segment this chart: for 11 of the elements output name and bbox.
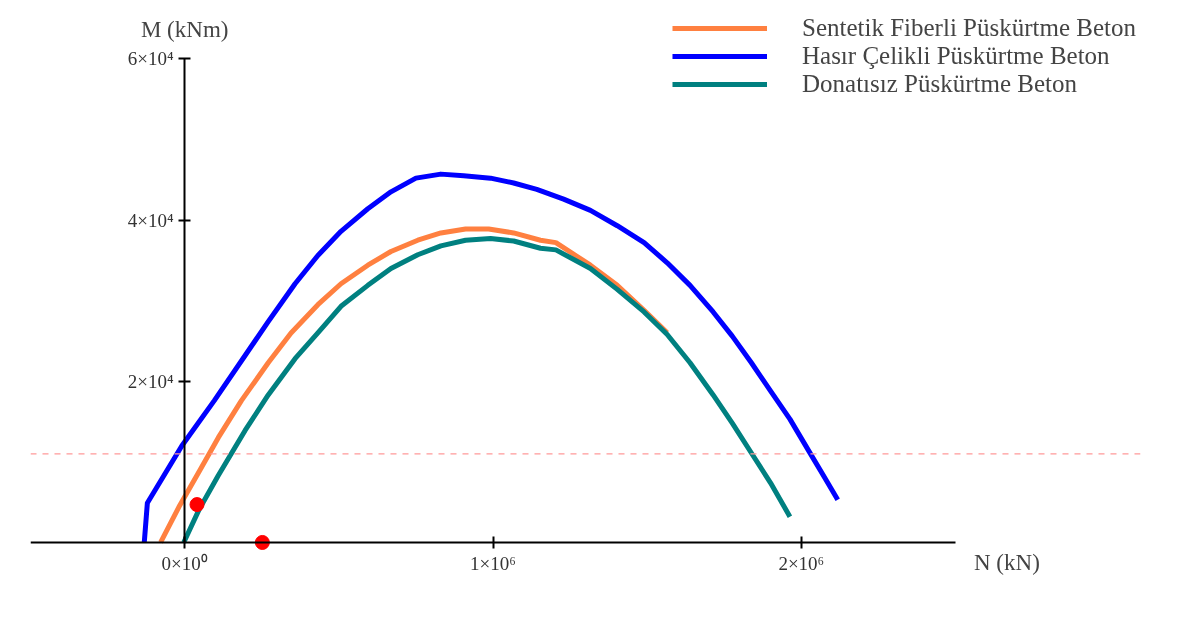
y-tick-label: 6×10⁴ <box>127 48 175 70</box>
legend-label: Sentetik Fiberli Püskürtme Beton <box>801 14 1136 42</box>
y-tick-label: 2×10⁴ <box>127 370 175 392</box>
x-tick-label: 0×10⁰ <box>161 553 208 575</box>
x-axis-title: N (kN) <box>974 550 1040 576</box>
y-tick-label: 4×10⁴ <box>127 209 175 231</box>
legend-label: Hasır Çelikli Püskürtme Beton <box>801 42 1110 70</box>
legend-label: Donatısız Püskürtme Beton <box>801 70 1077 98</box>
x-tick-label: 2×10⁶ <box>778 553 825 575</box>
x-tick-label: 1×10⁶ <box>470 553 516 575</box>
y-axis-title: M (kNm) <box>140 16 229 42</box>
